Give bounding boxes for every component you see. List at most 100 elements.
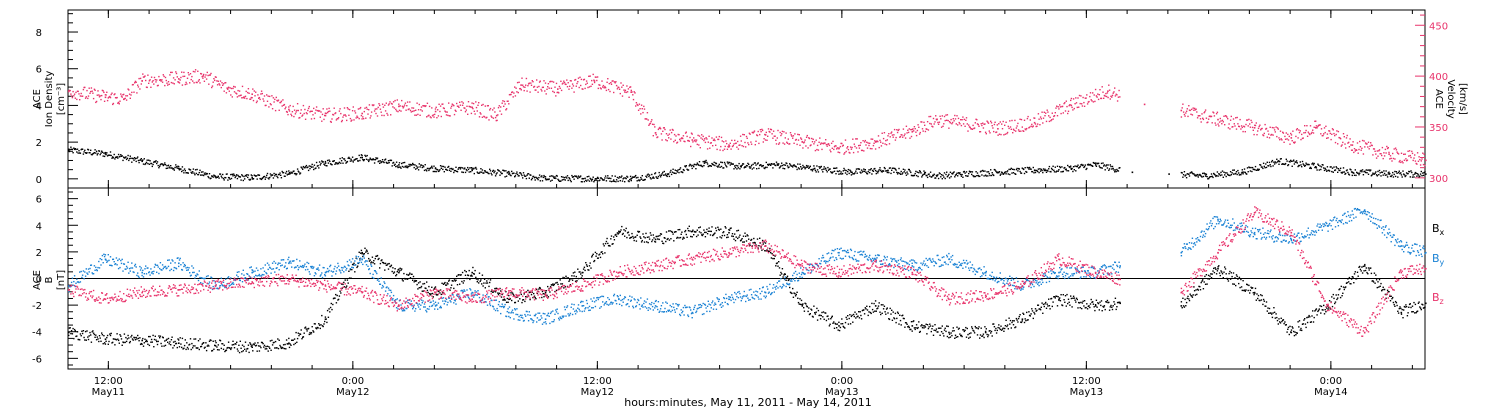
velocity-point: [786, 142, 789, 144]
density-point: [1249, 170, 1252, 172]
bx-point: [511, 299, 513, 302]
velocity-point: [760, 131, 762, 133]
velocity-point: [1290, 134, 1293, 136]
time-tick-date: May11: [92, 387, 125, 398]
bx-point: [529, 298, 531, 301]
density-point: [733, 168, 735, 170]
density-point: [681, 171, 683, 173]
density-point: [129, 155, 131, 157]
velocity-point: [762, 141, 764, 143]
velocity-point: [500, 113, 503, 115]
density-point: [1115, 170, 1117, 173]
velocity-point: [145, 79, 147, 82]
velocity-point: [205, 78, 208, 80]
velocity-point: [308, 105, 310, 108]
density-point: [573, 178, 575, 180]
density-point: [971, 173, 973, 176]
density-point: [160, 163, 162, 165]
bx-point: [297, 332, 299, 334]
density-point: [940, 176, 942, 178]
velocity-point: [93, 88, 96, 90]
density-point: [508, 172, 511, 174]
density-point: [435, 170, 437, 173]
bx-point: [563, 277, 566, 279]
density-point: [497, 169, 500, 172]
density-point: [318, 167, 320, 169]
velocity-point: [865, 144, 867, 146]
velocity-point: [303, 112, 305, 115]
density-point: [723, 161, 726, 164]
velocity-point: [241, 97, 243, 99]
density-point: [75, 148, 77, 151]
density-point: [659, 176, 662, 178]
velocity-point: [219, 80, 222, 82]
density-point: [842, 170, 844, 172]
density-point: [473, 172, 475, 175]
velocity-point: [986, 120, 988, 122]
velocity-point: [648, 123, 651, 125]
bx-point: [781, 273, 783, 275]
density-point: [73, 147, 75, 149]
velocity-point: [767, 128, 770, 130]
velocity-point: [1362, 153, 1365, 155]
bx-point: [827, 315, 829, 317]
velocity-point: [467, 113, 469, 115]
bx-point: [668, 239, 671, 241]
bx-point: [573, 275, 575, 277]
bx-point: [533, 292, 535, 295]
density-point: [510, 174, 512, 177]
density-point: [808, 167, 810, 169]
velocity-point: [1359, 140, 1361, 143]
field-ytick-label: 0: [36, 275, 42, 286]
bx-point: [287, 343, 289, 345]
bx-point: [418, 287, 420, 289]
velocity-point: [1288, 135, 1290, 138]
bx-point: [355, 257, 357, 259]
density-point: [350, 158, 352, 160]
density-point: [1235, 171, 1238, 173]
bx-point: [271, 339, 273, 342]
bx-point: [87, 338, 90, 341]
density-point: [1282, 163, 1285, 165]
density-point: [117, 157, 119, 159]
velocity-point: [627, 88, 630, 90]
velocity-point: [1211, 122, 1213, 124]
velocity-point: [282, 104, 285, 106]
density-point: [671, 171, 674, 173]
velocity-point: [435, 106, 437, 108]
velocity-point: [702, 135, 704, 138]
density-point: [1078, 167, 1080, 169]
bx-point: [804, 302, 806, 304]
bx-point: [549, 286, 552, 288]
density-point: [1260, 166, 1263, 168]
density-point: [287, 173, 289, 175]
bx-point: [210, 339, 212, 342]
density-point: [673, 172, 676, 174]
density-point: [618, 176, 621, 178]
bx-point: [446, 282, 448, 284]
velocity-point: [1012, 128, 1015, 130]
density-point: [692, 164, 694, 167]
density-point: [366, 154, 368, 157]
bx-point: [159, 337, 161, 339]
bx-point: [171, 336, 173, 338]
velocity-point: [643, 105, 645, 108]
velocity-point: [880, 141, 882, 143]
density-point: [403, 166, 405, 168]
velocity-point: [1325, 125, 1327, 127]
density-point: [775, 161, 778, 163]
velocity-point: [791, 135, 793, 137]
bx-point: [135, 336, 137, 339]
bx-point: [723, 231, 725, 233]
velocity-point: [283, 103, 286, 106]
velocity-point: [181, 84, 184, 86]
bx-point: [278, 339, 280, 341]
density-point: [1309, 166, 1312, 169]
density-point: [884, 167, 886, 170]
velocity-point: [430, 117, 432, 119]
velocity-point: [836, 148, 838, 150]
velocity-point: [130, 94, 132, 96]
bx-point: [265, 345, 267, 348]
density-point: [853, 173, 855, 175]
density-point: [982, 170, 985, 172]
